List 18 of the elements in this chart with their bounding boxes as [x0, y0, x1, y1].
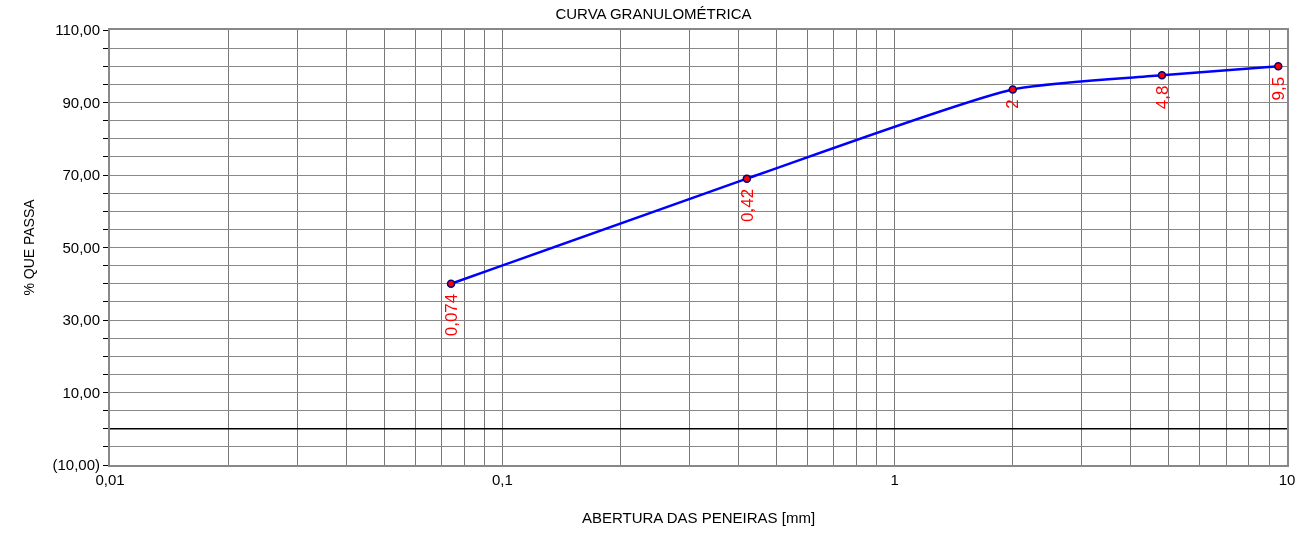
x-tick-label: 1: [890, 471, 899, 488]
annotation: 0,42: [737, 188, 757, 222]
x-axis-title: ABERTURA DAS PENEIRAS [mm]: [581, 508, 816, 526]
y-tick-label: 70,00: [62, 166, 100, 184]
y-tick-label: 50,00: [62, 238, 100, 256]
y-tick-label: 110,00: [55, 21, 100, 39]
y-tick-label: 30,00: [62, 311, 100, 329]
annotation: 9,5: [1269, 76, 1289, 101]
annotation: 0,074: [441, 293, 461, 337]
chart-title: CURVA GRANULOMÉTRICA: [555, 4, 752, 22]
annotation: 2: [1002, 99, 1022, 109]
annotation: 4,8: [1152, 85, 1172, 110]
x-tick-label: 10: [1278, 471, 1296, 488]
y-tick-label: 10,00: [62, 383, 100, 401]
y-axis-title: % QUE PASSA: [20, 198, 37, 296]
x-tick-label: 0,1: [491, 471, 513, 488]
y-tick-label: 90,00: [62, 93, 100, 111]
y-tick-label: (10,00): [52, 456, 100, 474]
